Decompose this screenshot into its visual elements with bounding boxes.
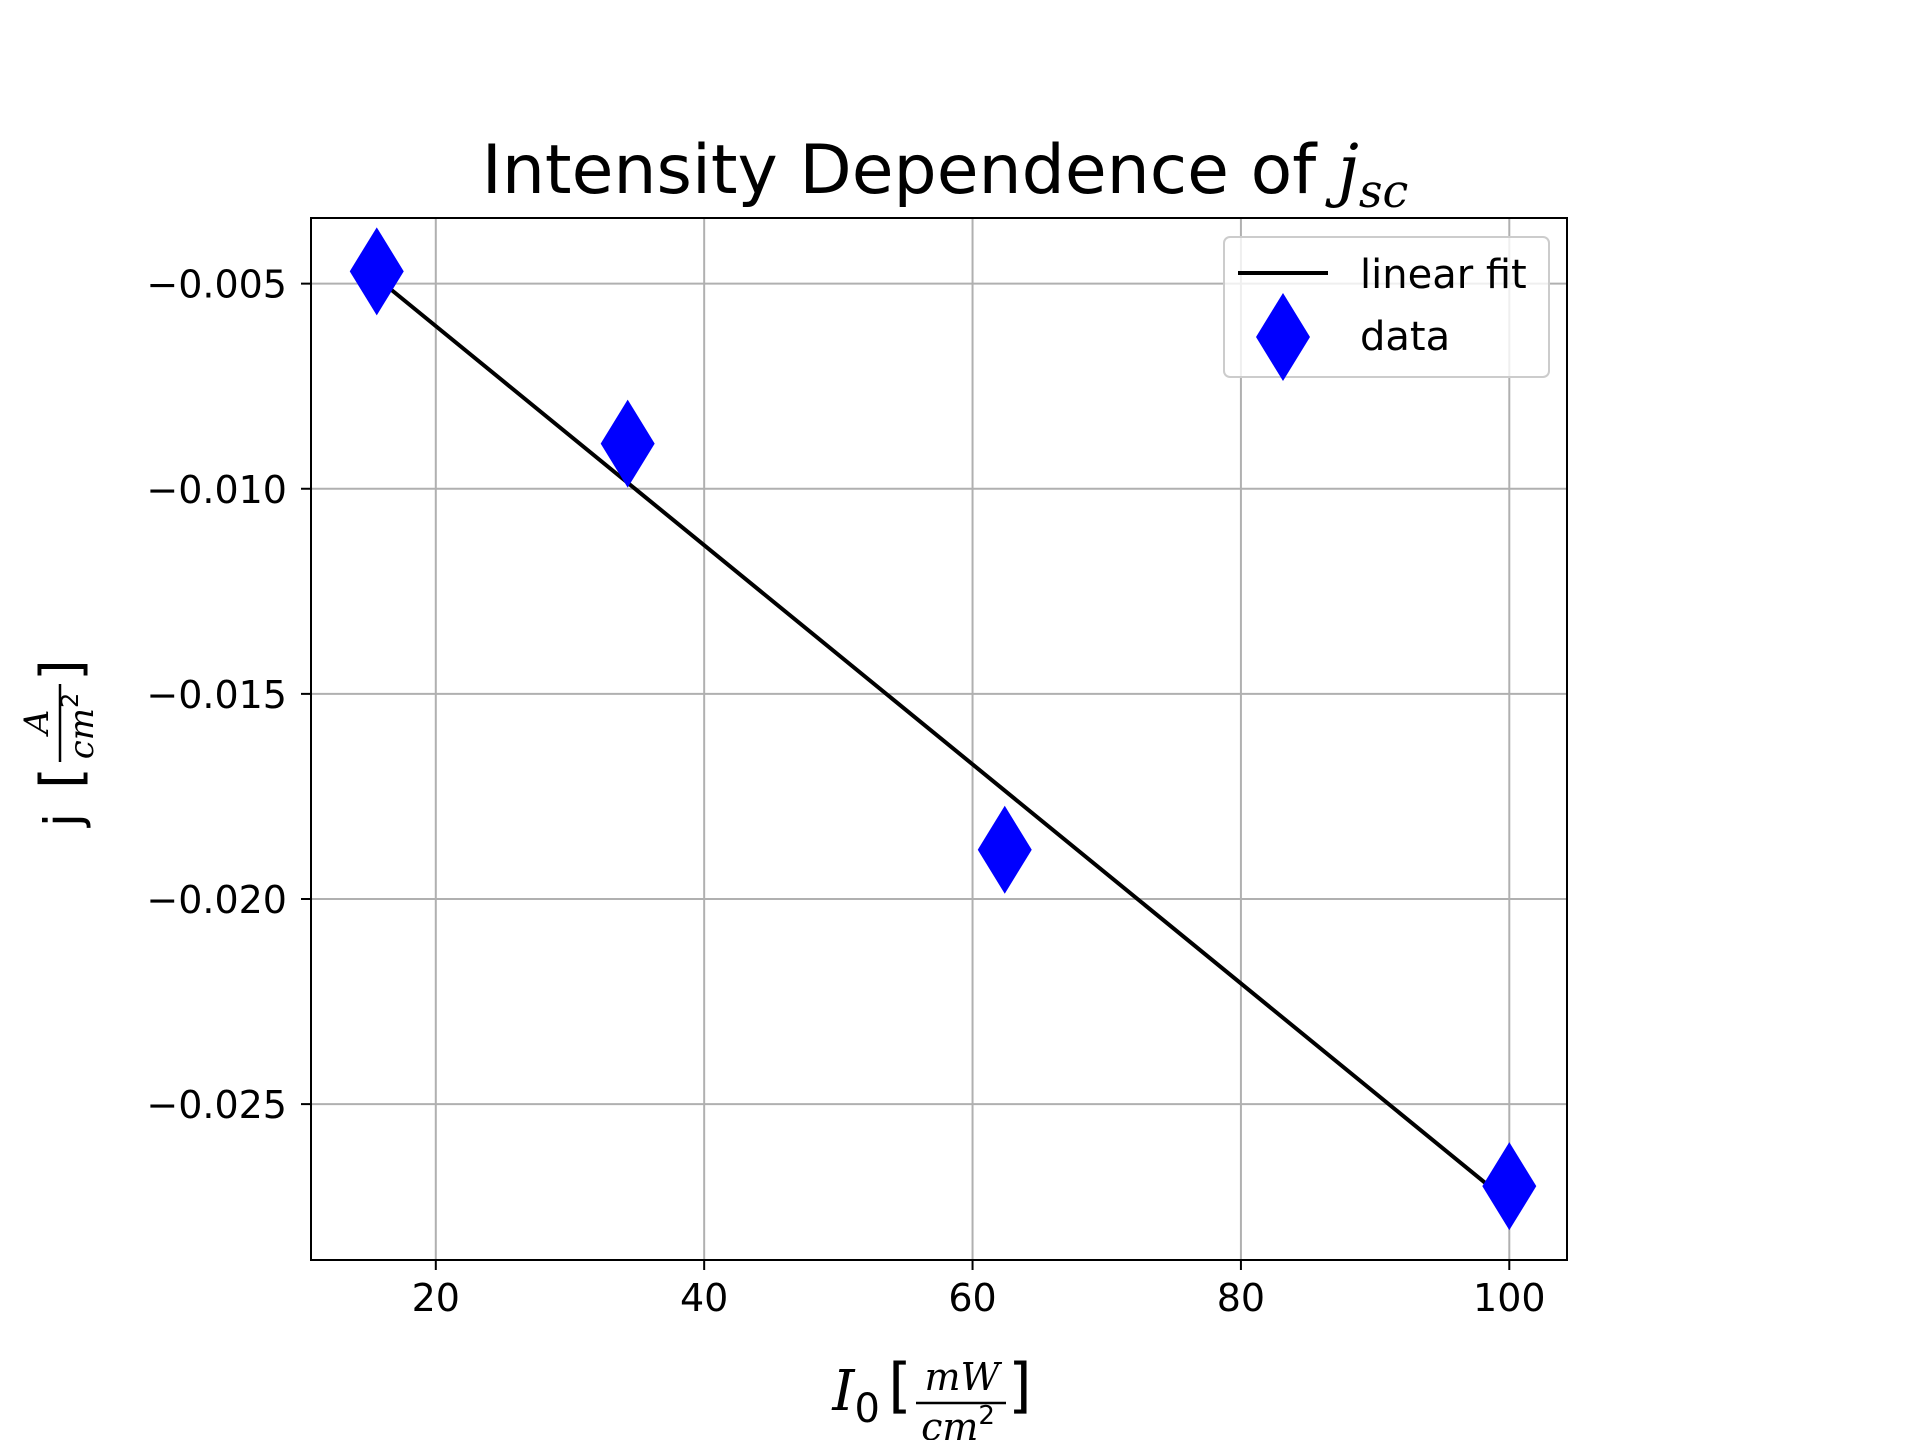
data-series [349, 227, 1537, 1231]
chart-title-math-sub: sc [1359, 164, 1408, 218]
svg-text:cm2: cm2 [56, 693, 102, 760]
x-axis-label-bracket-open: [ [888, 1351, 911, 1421]
chart-title-text: Intensity Dependence of [482, 131, 1318, 210]
y-tick-label: −0.020 [146, 878, 287, 922]
y-axis-label: j [ A cm2 ] [17, 659, 102, 828]
linear-fit-line [387, 286, 1511, 1205]
linear-fit-series [387, 286, 1511, 1205]
x-tick-label: 60 [948, 1276, 996, 1320]
svg-text:cm2: cm2 [921, 1401, 995, 1440]
y-axis-label-base: j [34, 813, 92, 828]
y-axis-label-bracket-open: [ [29, 767, 94, 789]
x-axis-label-bracket-close: ] [1008, 1351, 1031, 1421]
y-tick-label: −0.025 [146, 1083, 287, 1127]
data-point [1482, 1142, 1537, 1231]
data-point [600, 399, 655, 488]
x-tick-label: 20 [412, 1276, 460, 1320]
legend-diamond-swatch [1256, 293, 1310, 381]
chart-title: Intensity Dependence of jsc [482, 131, 1408, 218]
x-axis-label-sub: 0 [855, 1386, 880, 1432]
y-axis-label-unit-sup: 2 [56, 693, 84, 708]
x-tick-label: 80 [1217, 1276, 1265, 1320]
legend-label-data: data [1360, 314, 1450, 360]
grid-lines [311, 218, 1567, 1260]
y-tick-label: −0.010 [146, 468, 287, 512]
x-axis-label-unit-sup: 2 [978, 1401, 995, 1431]
x-axis-label: I0 [ mW cm2 ] [831, 1351, 1031, 1440]
y-tick-label: −0.015 [146, 673, 287, 717]
x-axis: 20 40 60 80 100 [412, 1260, 1546, 1320]
y-axis-label-bracket-close: ] [29, 659, 94, 681]
data-point [977, 805, 1032, 894]
y-axis-label-unit-den: cm [62, 708, 102, 759]
x-axis-label-unit-num: mW [924, 1355, 1002, 1399]
legend: linear fit data [1223, 236, 1550, 381]
y-axis-label-unit-num: A [17, 710, 57, 738]
data-point [349, 227, 404, 316]
y-tick-label: −0.005 [146, 263, 287, 307]
y-axis: −0.005 −0.010 −0.015 −0.020 −0.025 [146, 263, 311, 1127]
x-tick-label: 40 [680, 1276, 728, 1320]
svg-text:I0: I0 [831, 1359, 880, 1432]
legend-label-linear-fit: linear fit [1360, 252, 1527, 298]
x-axis-label-unit-den: cm [921, 1405, 978, 1440]
x-axis-label-base: I [831, 1359, 856, 1424]
plot-frame [310, 217, 1568, 1261]
x-tick-label: 100 [1473, 1276, 1546, 1320]
